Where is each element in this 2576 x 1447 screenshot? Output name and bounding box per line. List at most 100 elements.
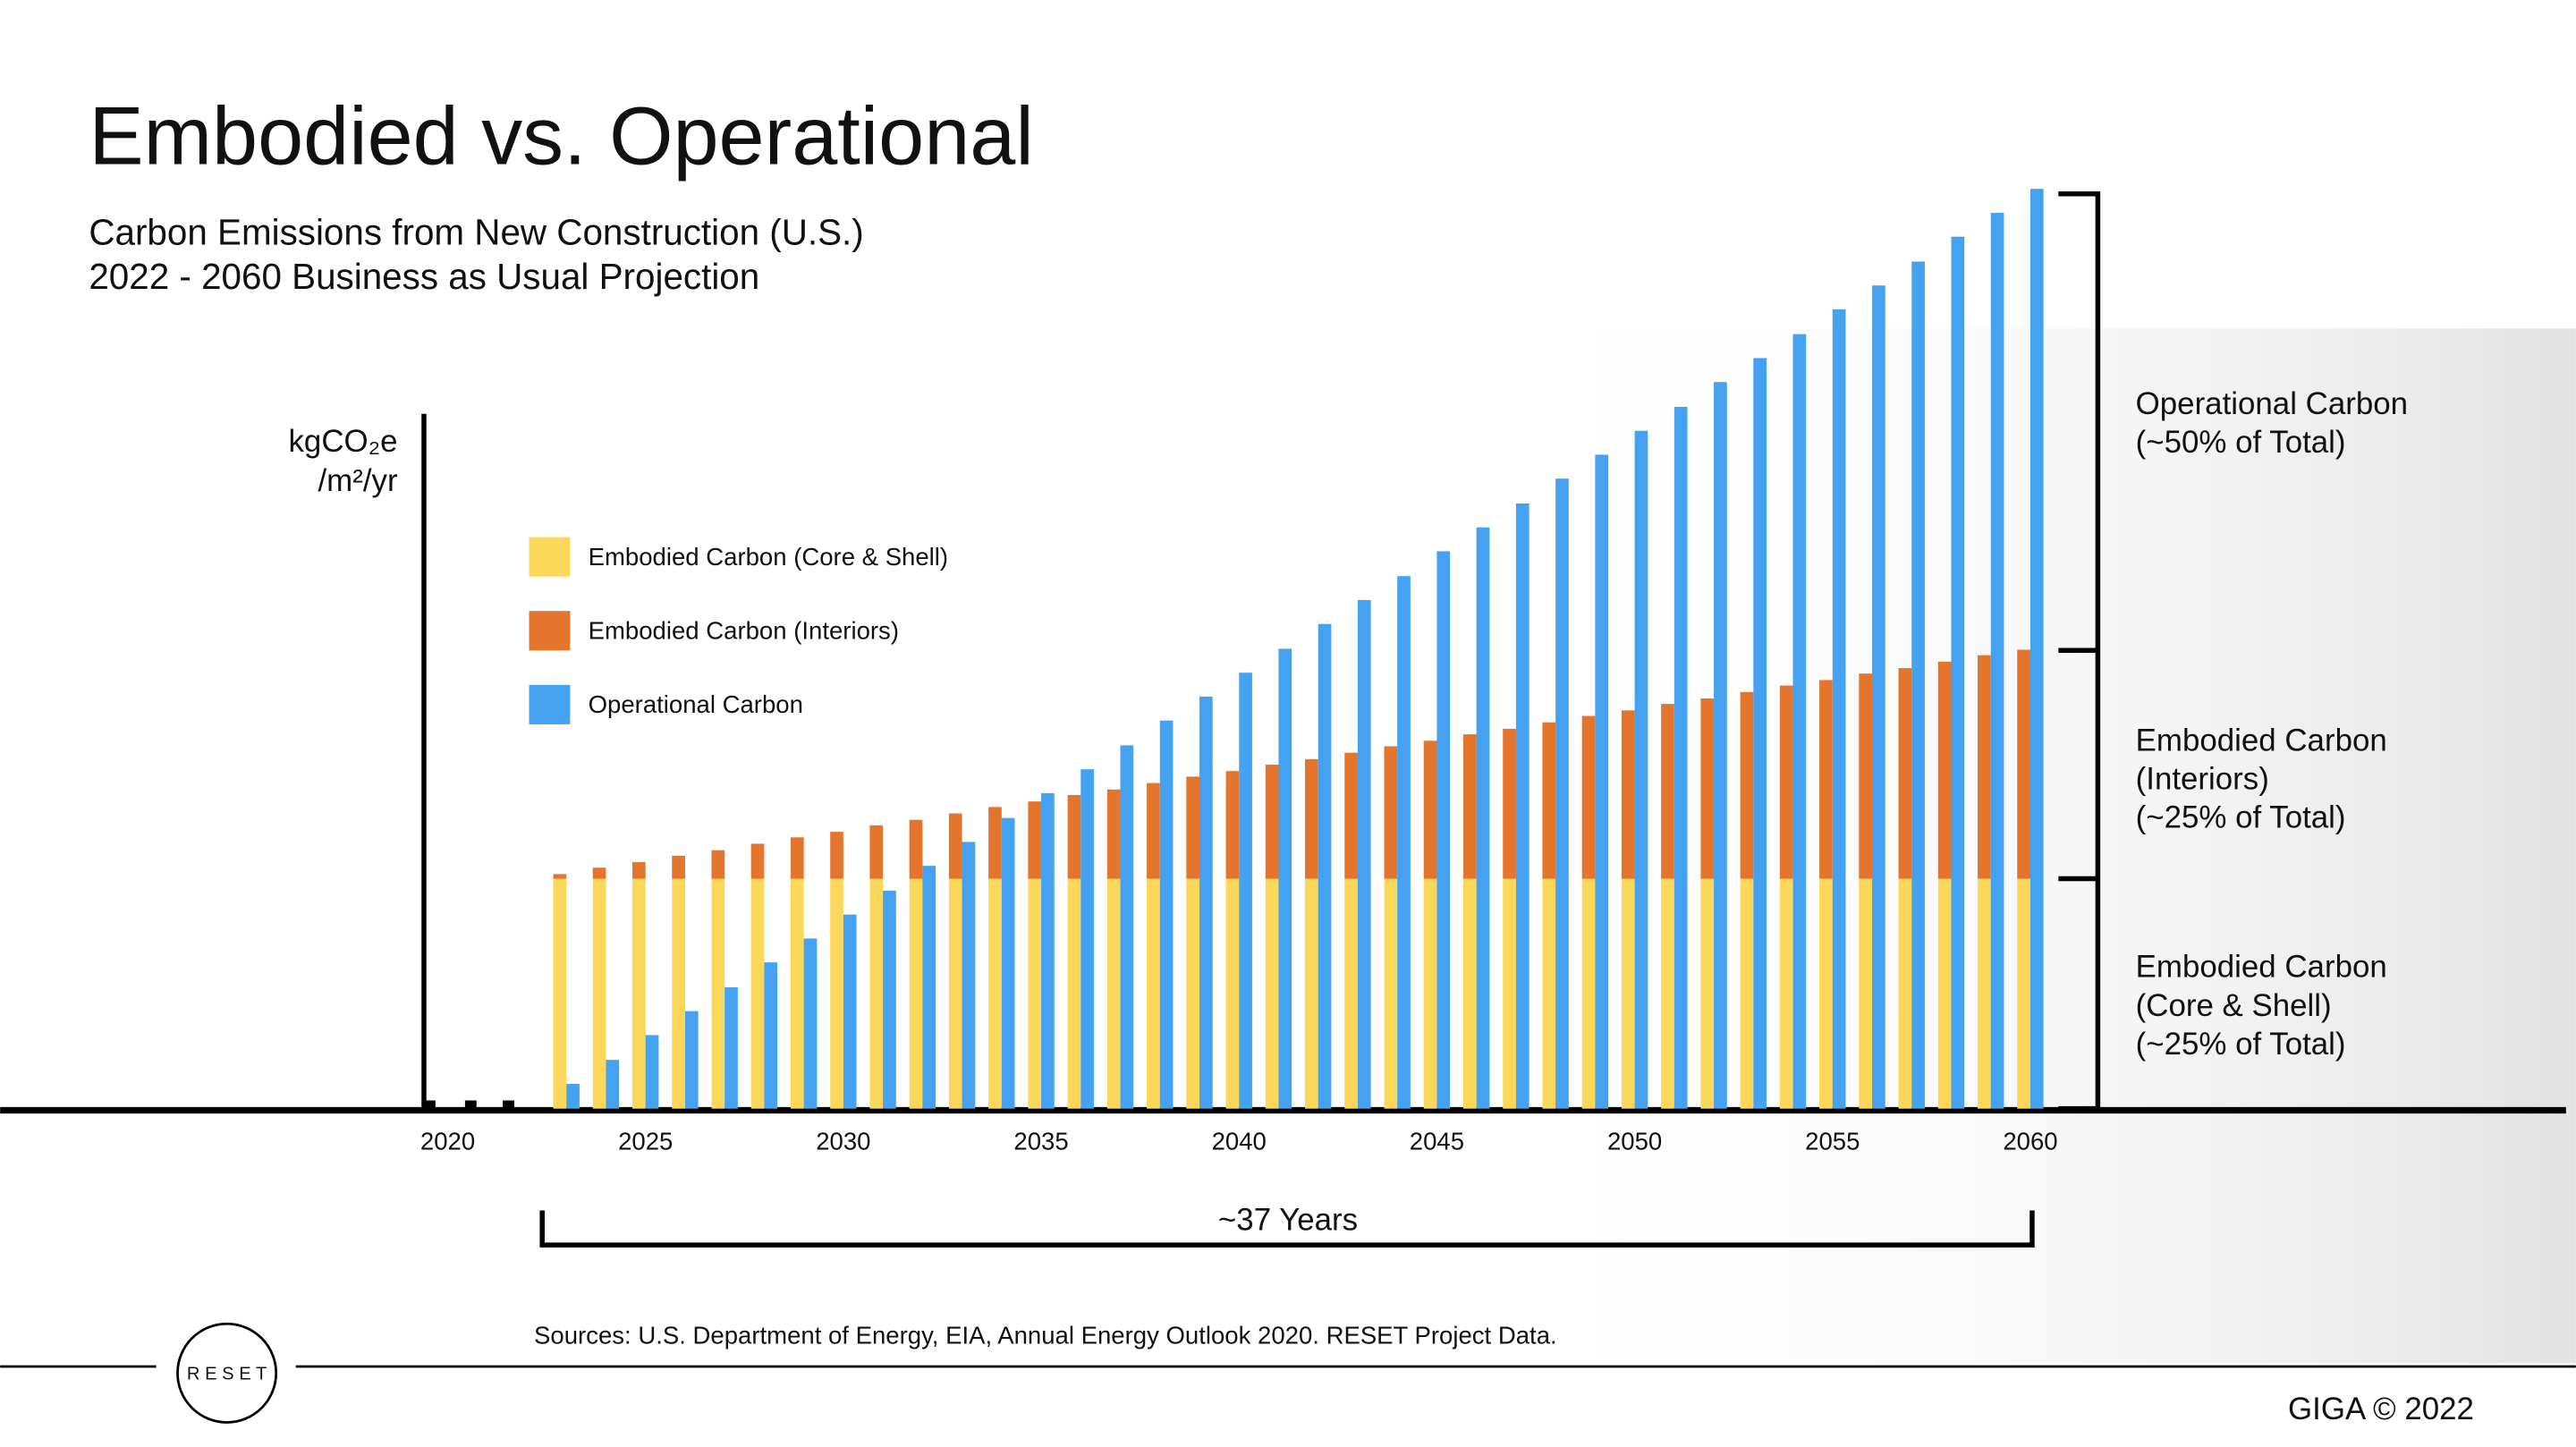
- x-tick-label: 2030: [816, 1128, 870, 1155]
- bar: [869, 825, 884, 879]
- bar: [672, 878, 685, 1109]
- annotation: Embodied Carbon: [2136, 950, 2387, 985]
- bar: [1278, 648, 1292, 1109]
- annotation: (Core & Shell): [2136, 988, 2332, 1023]
- bar: [1859, 673, 1873, 879]
- bar: [1740, 691, 1754, 879]
- x-tick-label: 2035: [1013, 1128, 1068, 1155]
- bar: [1937, 661, 1952, 879]
- bar: [2017, 878, 2030, 1109]
- bar: [2017, 649, 2030, 879]
- subtitle: Carbon Emissions from New Construction (…: [89, 212, 863, 253]
- x-tick-label: 2060: [2003, 1128, 2057, 1155]
- y-axis-label: kgCO₂e: [288, 424, 397, 459]
- bar: [1661, 704, 1674, 879]
- annotation: (Interiors): [2136, 761, 2269, 796]
- bar: [1001, 817, 1015, 1109]
- annotation: (~50% of Total): [2136, 425, 2346, 460]
- bar: [592, 867, 606, 879]
- bar: [1515, 503, 1530, 1109]
- bar: [1186, 776, 1200, 879]
- bar: [1503, 728, 1516, 879]
- bar: [632, 862, 646, 879]
- bar: [1265, 765, 1279, 879]
- marker: [423, 1100, 436, 1109]
- legend-label: Operational Carbon: [589, 690, 803, 718]
- bar: [1199, 696, 1213, 1109]
- bar: [1028, 801, 1042, 879]
- legend-swatch: [529, 537, 571, 577]
- x-tick-label: 2055: [1805, 1128, 1860, 1155]
- bar: [1990, 212, 2004, 1109]
- bar: [592, 878, 606, 1109]
- bar: [1436, 551, 1451, 1109]
- bar: [1462, 734, 1477, 879]
- annotation: Operational Carbon: [2136, 386, 2408, 421]
- bar: [750, 878, 765, 1109]
- legend-swatch: [529, 684, 571, 724]
- bar: [1067, 878, 1081, 1109]
- bar: [1779, 878, 1793, 1109]
- bar: [1872, 285, 1885, 1109]
- bar: [1265, 878, 1279, 1109]
- bar: [1819, 680, 1833, 879]
- bar: [1041, 792, 1055, 1109]
- legend-swatch: [529, 611, 571, 651]
- bar: [606, 1060, 620, 1109]
- x-tick-label: 2020: [420, 1128, 475, 1155]
- bar: [1305, 878, 1318, 1109]
- bar: [1120, 745, 1134, 1109]
- bar: [1674, 406, 1688, 1109]
- bar: [1318, 623, 1332, 1109]
- bar: [1740, 878, 1754, 1109]
- bar: [1384, 746, 1398, 879]
- bar: [645, 1035, 659, 1109]
- bar: [1159, 720, 1174, 1109]
- bar: [764, 962, 778, 1109]
- bar: [684, 1011, 699, 1109]
- bar: [1779, 685, 1793, 879]
- bar: [1581, 878, 1596, 1109]
- bar: [883, 890, 896, 1109]
- x-tick-label: 2025: [618, 1128, 673, 1155]
- bar: [1714, 382, 1727, 1109]
- x-tick-label: 2045: [1410, 1128, 1464, 1155]
- bar: [1700, 698, 1715, 879]
- bar: [1951, 236, 1965, 1109]
- bar: [1621, 878, 1635, 1109]
- bar: [553, 878, 567, 1109]
- bar: [1621, 710, 1635, 879]
- annotation: (~25% of Total): [2136, 1027, 2346, 1062]
- bar: [1239, 673, 1252, 1109]
- bar: [1978, 655, 1991, 879]
- y-axis-label: /m²/yr: [318, 463, 397, 498]
- bar: [750, 843, 765, 879]
- chart-title: Embodied vs. Operational: [89, 91, 1033, 182]
- bar: [553, 874, 567, 879]
- bar: [1384, 878, 1398, 1109]
- bar: [2029, 189, 2044, 1109]
- source: Sources: U.S. Department of Energy, EIA,…: [534, 1321, 1557, 1349]
- bar: [632, 878, 646, 1109]
- bar: [962, 842, 976, 1109]
- span-label: ~37 Years: [1218, 1203, 1358, 1238]
- bar: [1106, 878, 1121, 1109]
- bar: [803, 938, 818, 1109]
- legend-label: Embodied Carbon (Core & Shell): [589, 543, 948, 571]
- bar: [724, 986, 738, 1109]
- bar: [909, 819, 923, 879]
- bar: [790, 878, 804, 1109]
- bar: [988, 878, 1002, 1109]
- bar: [790, 837, 804, 879]
- bar: [1476, 527, 1490, 1109]
- bar: [1186, 878, 1200, 1109]
- bar: [869, 878, 884, 1109]
- bar: [1147, 878, 1160, 1109]
- legend-label: Embodied Carbon (Interiors): [589, 616, 899, 644]
- bar: [1819, 878, 1833, 1109]
- bar: [1225, 878, 1240, 1109]
- bar: [948, 878, 962, 1109]
- bar: [1147, 783, 1160, 879]
- bar: [843, 914, 857, 1109]
